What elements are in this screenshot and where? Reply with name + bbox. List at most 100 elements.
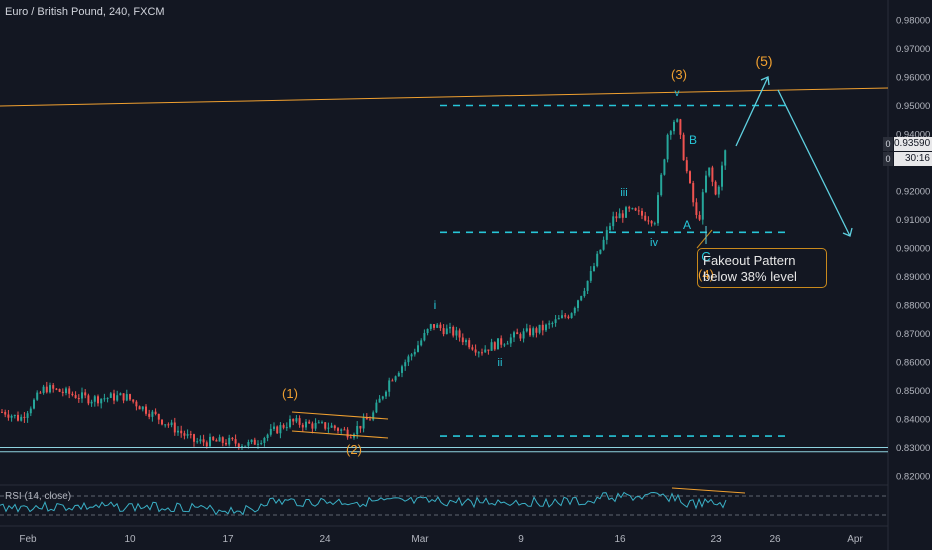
candle-body <box>365 417 368 420</box>
candle-body <box>186 434 189 436</box>
candle-body <box>650 221 653 224</box>
candle-body <box>692 183 695 203</box>
candle-body <box>202 439 205 443</box>
candle-body <box>39 392 42 394</box>
candle-body <box>413 351 416 355</box>
y-tick-label: 0.90000 <box>896 244 930 255</box>
candle-body <box>317 422 320 424</box>
candle-body <box>477 352 480 354</box>
y-tick-label: 0.96000 <box>896 73 930 84</box>
candle-body <box>545 324 547 331</box>
x-tick-label: 9 <box>518 534 524 545</box>
candle-body <box>599 249 602 254</box>
candle-body <box>151 411 154 417</box>
price-prefix: 0 <box>883 137 893 151</box>
candle-body <box>138 406 141 410</box>
timer-prefix: 0 <box>883 152 893 166</box>
candle-body <box>359 425 362 429</box>
rsi-label[interactable]: RSI (14, close) <box>5 491 72 502</box>
candle-body <box>557 318 560 320</box>
candle-body <box>570 313 573 318</box>
candle-body <box>429 324 432 329</box>
candle-body <box>637 210 640 212</box>
candle-body <box>381 396 384 399</box>
candle-body <box>461 337 464 343</box>
y-tick-label: 0.84000 <box>896 415 930 426</box>
candle-body <box>100 398 103 404</box>
candle-body <box>119 393 122 396</box>
candle-body <box>231 437 234 440</box>
y-tick-label: 0.83000 <box>896 443 930 454</box>
y-tick-label: 0.97000 <box>896 44 930 55</box>
candle-body <box>487 349 490 351</box>
wave-label: (5) <box>755 53 772 69</box>
candle-body <box>449 326 451 329</box>
candle-body <box>701 192 704 220</box>
candle-body <box>349 437 352 439</box>
candle-body <box>333 425 336 429</box>
candle-body <box>589 271 592 281</box>
candle-body <box>615 216 618 219</box>
candle-body <box>36 392 39 400</box>
candle-body <box>90 401 93 404</box>
candle-body <box>193 434 195 442</box>
candle-body <box>260 442 263 444</box>
candle-body <box>561 315 563 319</box>
candle-body <box>717 186 720 195</box>
candle-body <box>218 437 221 442</box>
candle-body <box>250 439 253 443</box>
candle-body <box>215 440 218 442</box>
candle-body <box>244 445 247 447</box>
candle-body <box>113 393 115 401</box>
price-axis: 0.980000.970000.960000.950000.940000.930… <box>896 16 930 483</box>
candle-body <box>711 167 714 182</box>
candle-body <box>87 395 90 404</box>
callout-line-1: Fakeout Pattern <box>703 253 796 268</box>
candle-body <box>10 415 13 418</box>
candle-body <box>257 443 259 445</box>
y-tick-label: 0.88000 <box>896 301 930 312</box>
candle-body <box>157 413 160 420</box>
candle-body <box>458 330 461 338</box>
candle-body <box>209 436 211 447</box>
candle-body <box>676 119 679 122</box>
candle-body <box>593 266 595 272</box>
candle-body <box>541 324 544 331</box>
candle-body <box>714 181 717 195</box>
candle-body <box>225 442 227 445</box>
candle-body <box>573 307 576 314</box>
candle-body <box>423 332 426 341</box>
candle-body <box>391 380 394 382</box>
candle-body <box>241 446 243 448</box>
last-price-tag: 0.93590 <box>894 137 932 151</box>
candle-body <box>141 406 144 410</box>
candle-body <box>279 425 282 434</box>
x-tick-label: Mar <box>411 534 429 545</box>
candle-body <box>369 419 371 421</box>
rsi-line <box>0 491 727 516</box>
projection-up-arrow <box>735 76 769 147</box>
candle-body <box>375 402 378 413</box>
candle-body <box>4 411 7 415</box>
x-tick-label: 26 <box>769 534 781 545</box>
candle-body <box>682 134 685 161</box>
candle-body <box>109 393 112 398</box>
candle-body <box>445 328 448 335</box>
candle-body <box>513 332 515 338</box>
x-tick-label: 17 <box>222 534 234 545</box>
candle-body <box>161 419 163 425</box>
candle-body <box>708 167 711 176</box>
candle-body <box>551 322 554 324</box>
candle-body <box>122 393 125 401</box>
candle-body <box>269 428 272 435</box>
candle-body <box>314 422 317 429</box>
candle-body <box>669 131 672 135</box>
candle-body <box>324 422 327 429</box>
candle-body <box>503 344 506 346</box>
candle-body <box>500 338 503 345</box>
candle-body <box>439 324 442 329</box>
candle-body <box>657 195 659 224</box>
annotation-callout[interactable]: Fakeout Pattern below 38% level <box>697 248 827 288</box>
wave-label: A <box>683 218 691 232</box>
